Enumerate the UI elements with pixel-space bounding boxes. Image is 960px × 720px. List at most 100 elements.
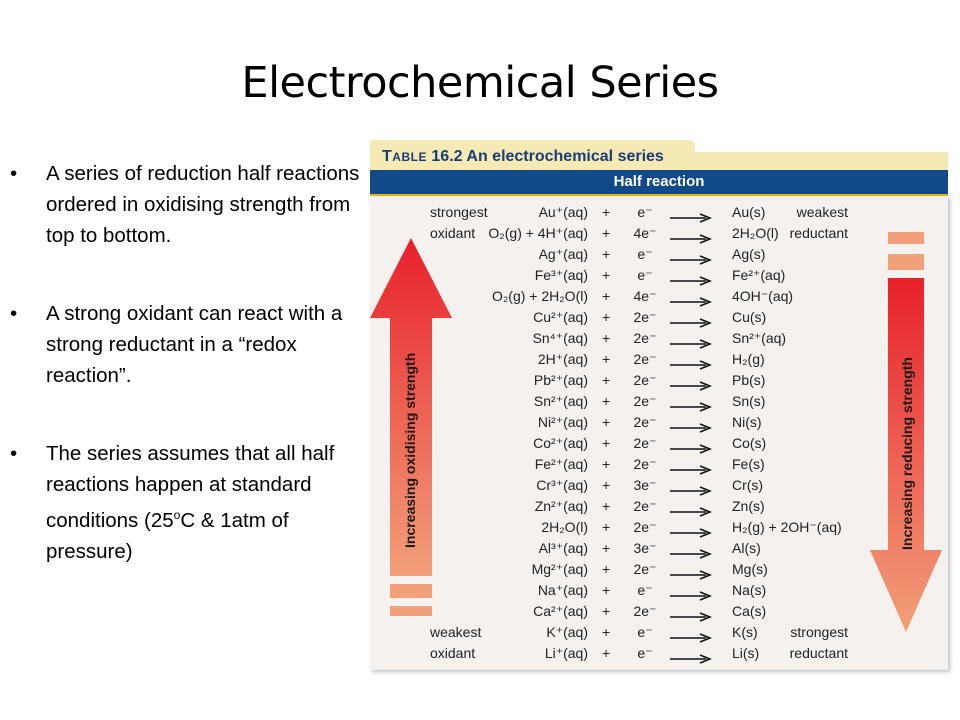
- oxidant-species: Ca²⁺(aq): [533, 603, 588, 619]
- plus-sign: +: [602, 582, 611, 598]
- table-row: Ca²⁺(aq) +2e⁻ Ca(s): [370, 601, 948, 622]
- bullet-text: A strong oxidant can react with a strong…: [46, 302, 343, 387]
- reductant-species: Sn(s): [732, 393, 766, 409]
- table-row: Zn²⁺(aq) +2e⁻ Zn(s): [370, 496, 948, 517]
- table-row: strongest Au⁺(aq) + e⁻ Au(s) weakest: [370, 202, 948, 223]
- bullet-dot-icon: •: [10, 162, 18, 185]
- reaction-arrow-icon: [670, 313, 713, 334]
- reductant-species: H₂(g) + 2OH⁻(aq): [732, 519, 842, 535]
- reductant-species: Cr(s): [732, 477, 764, 493]
- electron-count: 3e⁻: [633, 540, 657, 556]
- reductant-species: Pb(s): [732, 372, 766, 388]
- strength-arrows: Increasing oxidising strength Increasing…: [370, 232, 942, 632]
- bullet-list: • A series of reduction half reactions or…: [8, 158, 360, 614]
- electron-count: 2e⁻: [633, 393, 657, 409]
- reaction-arrow-icon: [670, 523, 713, 544]
- reaction-arrow-icon: [670, 565, 713, 586]
- reaction-arrow-icon: [670, 418, 713, 439]
- table-row: Cu²⁺(aq) +2e⁻ Cu(s): [370, 307, 948, 328]
- row-side-label: reductant: [789, 225, 848, 241]
- row-side-label: oxidant: [430, 225, 476, 241]
- reaction-arrow-icon: [670, 460, 713, 481]
- table-caption: TABLE 16.2 An electrochemical series: [382, 148, 664, 165]
- reductant-species: Fe(s): [732, 456, 765, 472]
- table-header: Half reaction: [370, 170, 948, 196]
- table-row: 2H⁺(aq) +2e⁻ H₂(g): [370, 349, 948, 370]
- row-side-label: reductant: [789, 645, 848, 661]
- reductant-species: Al(s): [732, 540, 761, 556]
- reaction-arrow-icon: [670, 376, 713, 397]
- table-row: weakest K⁺(aq) + e⁻ K(s) strongest: [370, 622, 948, 643]
- electron-count: 2e⁻: [633, 330, 657, 346]
- table-row: Cr³⁺(aq) +3e⁻ Cr(s): [370, 475, 948, 496]
- plus-sign: +: [602, 519, 611, 535]
- plus-sign: +: [602, 498, 611, 514]
- oxidant-species: Ag⁺(aq): [538, 246, 588, 262]
- oxidant-species: O₂(g) + 4H⁺(aq): [488, 225, 588, 241]
- table-row: Pb²⁺(aq) +2e⁻ Pb(s): [370, 370, 948, 391]
- reaction-arrow-icon: [670, 334, 713, 355]
- reaction-arrow-icon: [670, 292, 713, 313]
- reaction-arrow-icon: [670, 397, 713, 418]
- reaction-arrow-icon: [670, 439, 713, 460]
- electron-count: 4e⁻: [633, 225, 657, 241]
- electron-count: 2e⁻: [633, 456, 657, 472]
- electron-count: 2e⁻: [633, 309, 657, 325]
- reductant-species: Li(s): [732, 645, 760, 661]
- reaction-arrow-icon: [670, 481, 713, 502]
- reductant-species: H₂(g): [732, 351, 765, 367]
- reductant-species: Na(s): [732, 582, 767, 598]
- oxidant-species: Li⁺(aq): [544, 645, 588, 661]
- row-side-label: weakest: [796, 204, 848, 220]
- row-side-label: strongest: [790, 624, 848, 640]
- reaction-arrow-icon: [670, 628, 713, 649]
- oxidant-species: Au⁺(aq): [538, 204, 588, 220]
- table-row: Mg²⁺(aq) +2e⁻ Mg(s): [370, 559, 948, 580]
- bullet-item: • A strong oxidant can react with a stron…: [8, 298, 360, 391]
- reductant-species: 2H₂O(l): [732, 225, 779, 241]
- reaction-arrow-icon: [670, 502, 713, 523]
- reductant-species: Ca(s): [732, 603, 767, 619]
- slide-title: Electrochemical Series: [241, 58, 719, 108]
- oxidant-species: Ni²⁺(aq): [537, 414, 588, 430]
- plus-sign: +: [602, 603, 611, 619]
- plus-sign: +: [602, 351, 611, 367]
- reducing-strength-arrow-icon: Increasing reducing strength: [870, 232, 942, 632]
- table-row: oxidant O₂(g) + 4H⁺(aq) +4e⁻ 2H₂O(l) reducta…: [370, 223, 948, 244]
- oxidant-species: K⁺(aq): [546, 624, 588, 640]
- row-side-label: strongest: [430, 204, 488, 220]
- oxidant-species: Fe³⁺(aq): [534, 267, 588, 283]
- plus-sign: +: [602, 267, 611, 283]
- oxidant-species: Co²⁺(aq): [533, 435, 588, 451]
- table-body: strongest Au⁺(aq) + e⁻ Au(s) weakest oxidant O₂…: [370, 196, 948, 670]
- bullet-text: A series of reduction half reactions ord…: [46, 162, 360, 247]
- plus-sign: +: [602, 540, 611, 556]
- bullet-text: The series assumes that all half reactio…: [46, 442, 335, 563]
- reducing-strength-label: Increasing reducing strength: [899, 357, 915, 550]
- reductant-species: Co(s): [732, 435, 767, 451]
- reaction-arrow-icon: [670, 229, 713, 250]
- reaction-arrow-icon: [670, 544, 713, 565]
- table-row: Sn²⁺(aq) +2e⁻ Sn(s): [370, 391, 948, 412]
- table-row: oxidant Li⁺(aq) + e⁻ Li(s) reductant: [370, 643, 948, 664]
- plus-sign: +: [602, 309, 611, 325]
- oxidising-strength-label: Increasing oxidising strength: [402, 353, 418, 548]
- oxidant-species: Na⁺(aq): [537, 582, 588, 598]
- reaction-arrow-icon: [670, 271, 713, 292]
- bullet-dot-icon: •: [10, 442, 18, 465]
- table-row: Co²⁺(aq) +2e⁻ Co(s): [370, 433, 948, 454]
- oxidant-species: Cu²⁺(aq): [533, 309, 588, 325]
- plus-sign: +: [602, 456, 611, 472]
- electron-count: 2e⁻: [633, 498, 657, 514]
- plus-sign: +: [602, 225, 611, 241]
- electron-count: 4e⁻: [633, 288, 657, 304]
- electron-count: 2e⁻: [633, 519, 657, 535]
- bullet-item: • A series of reduction half reactions or…: [8, 158, 360, 251]
- reductant-species: Zn(s): [732, 498, 765, 514]
- reductant-species: Fe²⁺(aq): [732, 267, 786, 283]
- electrochemical-table: TABLE 16.2 An electrochemical series Hal…: [370, 140, 948, 670]
- electron-count: e⁻: [637, 204, 653, 220]
- table-row: Fe²⁺(aq) +2e⁻ Fe(s): [370, 454, 948, 475]
- reaction-arrow-icon: [670, 250, 713, 271]
- plus-sign: +: [602, 393, 611, 409]
